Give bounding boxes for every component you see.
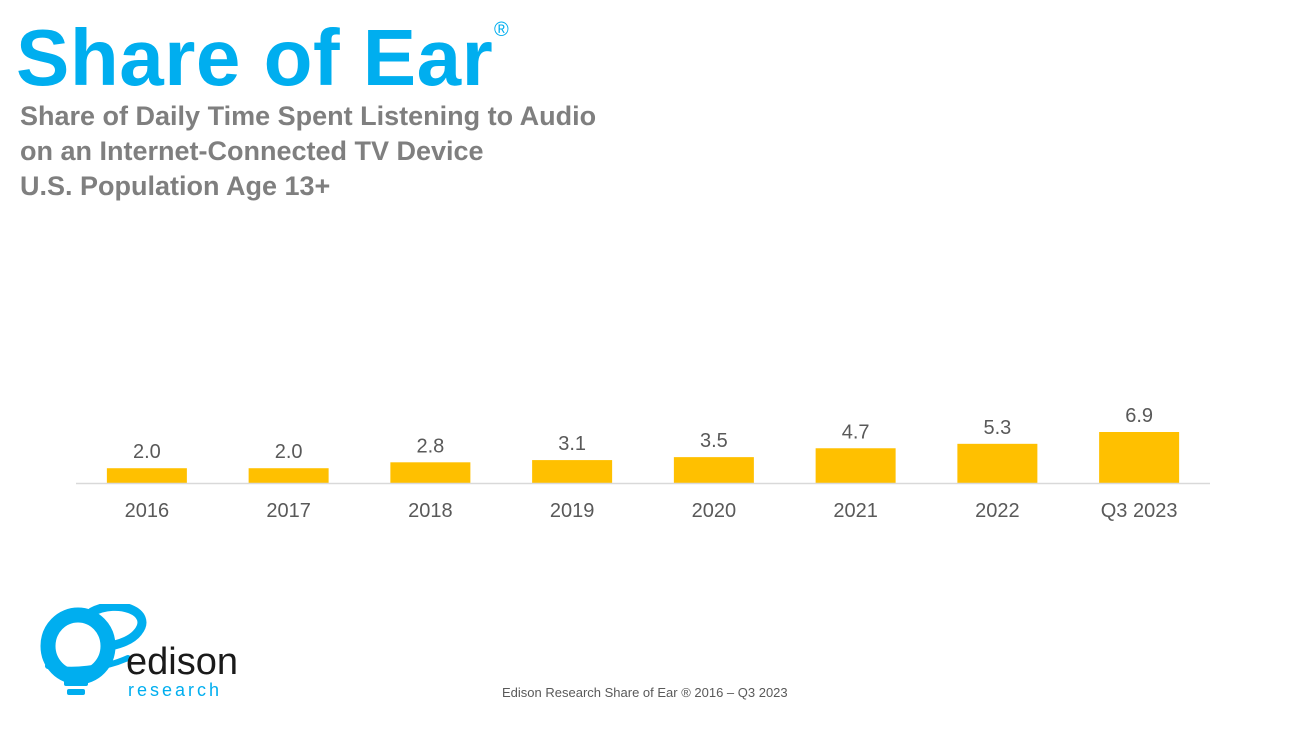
source-footer: Edison Research Share of Ear ® 2016 – Q3… xyxy=(502,685,788,700)
data-label: 6.9 xyxy=(1125,405,1153,427)
subtitle-line-3: U.S. Population Age 13+ xyxy=(20,171,331,201)
bar-2018 xyxy=(390,462,471,483)
bar-2017 xyxy=(248,468,329,483)
x-tick-label: 2022 xyxy=(975,500,1020,522)
bar-2020 xyxy=(673,457,754,483)
subtitle-line-1: Share of Daily Time Spent Listening to A… xyxy=(20,101,597,131)
data-label: 4.7 xyxy=(842,421,870,443)
x-tick-label: 2020 xyxy=(692,500,737,522)
lightbulb-swirl-icon xyxy=(40,604,147,695)
x-tick-label: 2018 xyxy=(408,500,453,522)
bar-2021 xyxy=(815,448,896,483)
x-tick-label: 2019 xyxy=(550,500,595,522)
bar-2022 xyxy=(957,443,1038,483)
x-tick-label: 2021 xyxy=(833,500,878,522)
bar-q3-2023 xyxy=(1099,432,1180,483)
data-label-group: 2.0 2.0 2.8 3.1 3.5 4.7 5.3 6.9 xyxy=(133,405,1153,463)
bar-2016 xyxy=(106,468,187,483)
data-label: 2.0 xyxy=(133,441,161,463)
logo-name-text: edison xyxy=(126,641,238,683)
chart-subtitle: Share of Daily Time Spent Listening to A… xyxy=(20,99,596,204)
edison-research-logo: edison research xyxy=(40,604,238,700)
registered-mark: ® xyxy=(494,19,509,41)
bar-chart: 2.0 2.0 2.8 3.1 3.5 4.7 5.36.9 2016 2017 2018 201… xyxy=(76,405,1210,522)
x-tick-label: 2016 xyxy=(125,500,170,522)
subtitle-line-2: on an Internet-Connected TV Device xyxy=(20,136,484,166)
data-label: 5.3 xyxy=(983,417,1011,439)
x-tick-label: Q3 2023 xyxy=(1101,500,1178,522)
x-tick-label: 2017 xyxy=(266,500,311,522)
data-label: 3.5 xyxy=(700,430,728,452)
data-label: 2.8 xyxy=(416,435,444,457)
data-label: 2.0 xyxy=(275,441,303,463)
data-label: 3.1 xyxy=(558,433,586,455)
brand-title: Share of Ear xyxy=(16,13,494,102)
x-tick-label-group: 2016 2017 2018 2019 2020 2021 2022 Q3 2023 xyxy=(125,500,1178,522)
logo-sub-text: research xyxy=(128,680,222,700)
bar-2019 xyxy=(532,460,613,483)
bar-group xyxy=(106,432,1180,483)
